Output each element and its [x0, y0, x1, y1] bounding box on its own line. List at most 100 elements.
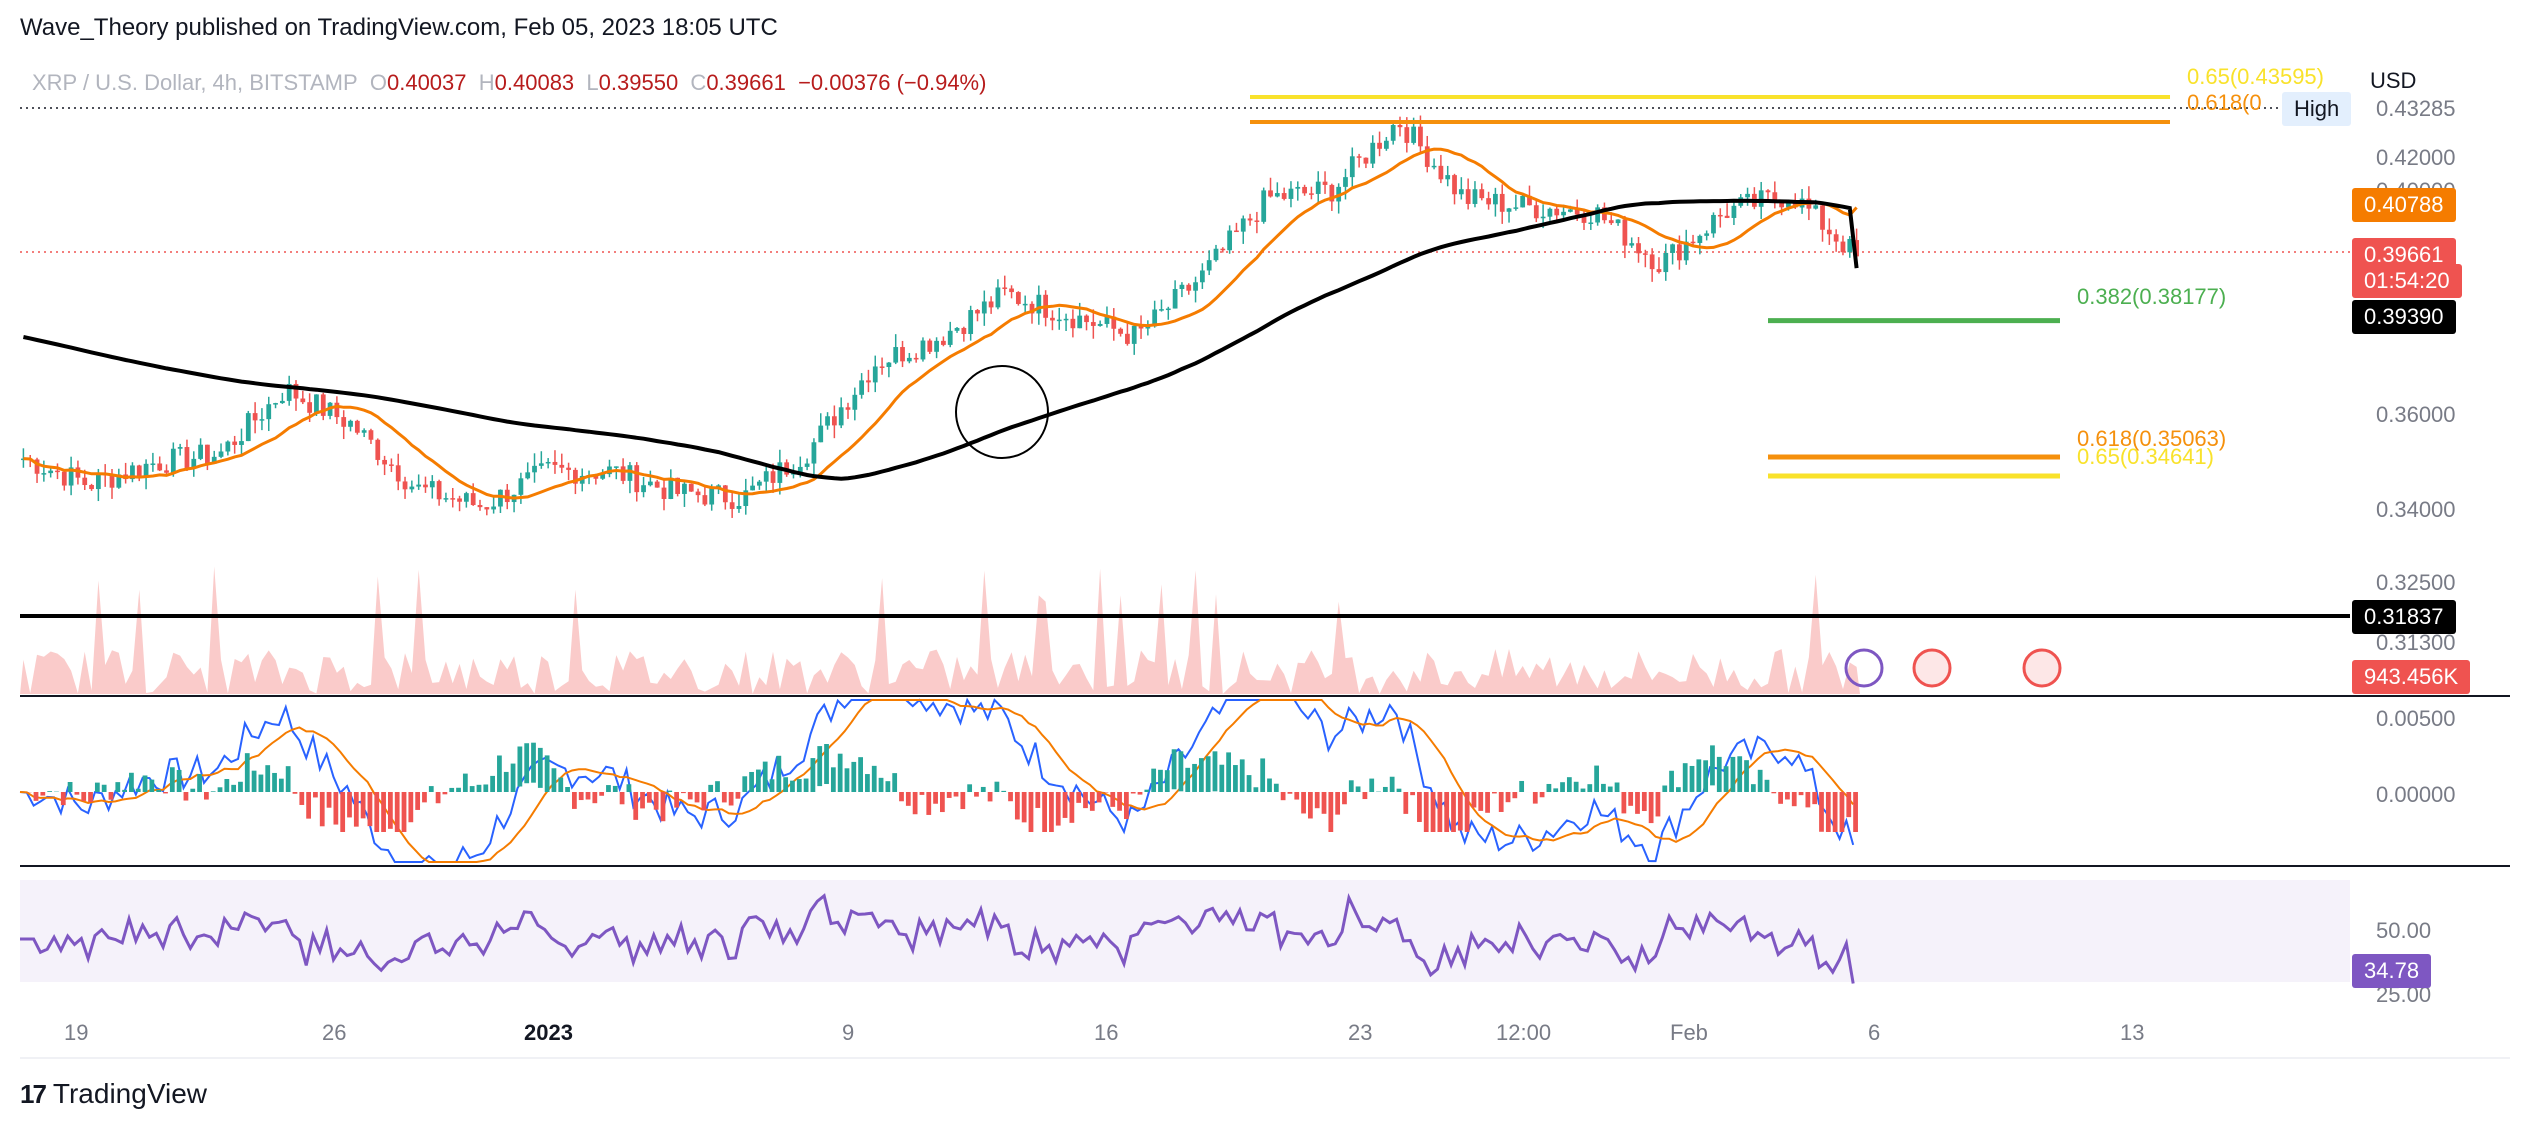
macd-histogram-bar — [81, 792, 87, 801]
macd-histogram-bar — [374, 792, 380, 832]
candle-body — [416, 484, 422, 487]
symbol-name[interactable]: XRP / U.S. Dollar, 4h, BITSTAMP — [32, 70, 358, 95]
candle-body — [1711, 214, 1716, 234]
macd-histogram-bar — [967, 784, 973, 792]
candle-body — [1383, 140, 1389, 149]
macd-histogram-bar — [646, 792, 652, 803]
candle-body — [920, 340, 926, 360]
candle-body — [109, 474, 115, 488]
macd-histogram-bar — [830, 767, 836, 792]
candle-body — [1642, 253, 1648, 255]
macd-histogram-bar — [578, 792, 584, 801]
candle-body — [709, 487, 715, 505]
candle-body — [259, 419, 265, 421]
crossover-circle — [955, 365, 1049, 459]
macd-histogram-bar — [674, 792, 679, 808]
candle-body — [1029, 303, 1035, 314]
macd-histogram-bar — [946, 792, 952, 798]
candle-body — [1131, 325, 1137, 344]
candle-body — [205, 444, 210, 464]
candle-body — [1677, 244, 1682, 261]
candle-body — [866, 380, 871, 383]
macd-histogram-bar — [435, 792, 441, 804]
macd-histogram-bar — [1267, 778, 1272, 792]
macd-histogram-bar — [933, 792, 938, 804]
tradingview-logo-icon[interactable]: 17 — [20, 1078, 47, 1109]
candle-body — [1527, 195, 1532, 206]
symbol-legend: XRP / U.S. Dollar, 4h, BITSTAMP O0.40037… — [32, 70, 986, 96]
candle-body — [1595, 207, 1601, 223]
macd-histogram-bar — [980, 786, 986, 792]
candle-body — [695, 491, 701, 496]
fib-upper-0618-label: 0.618(0 — [2187, 90, 2262, 115]
macd-histogram-bar — [1812, 792, 1818, 805]
candle-body — [1097, 323, 1103, 326]
macd-histogram-bar — [1703, 760, 1709, 792]
macd-histogram-bar — [1246, 775, 1252, 792]
macd-histogram-bar — [1294, 792, 1300, 800]
candle-body — [729, 502, 735, 509]
candle-body — [443, 498, 449, 500]
macd-histogram-bar — [1239, 759, 1245, 792]
time-tick: 13 — [2120, 1020, 2145, 1045]
candle-body — [1717, 214, 1723, 217]
candle-body — [245, 413, 251, 442]
candle-body — [1731, 205, 1737, 218]
macd-histogram-bar — [694, 792, 700, 803]
macd-histogram-bar — [1710, 745, 1715, 786]
candle-body — [1349, 156, 1355, 178]
candle-body — [1704, 233, 1710, 236]
candle-body — [641, 485, 646, 493]
macd-histogram-bar — [1621, 792, 1627, 814]
candle-body — [913, 357, 919, 360]
macd-histogram-bar — [1178, 751, 1184, 792]
candle-body — [1554, 208, 1560, 216]
fib-lower-0618-label: 0.618(0.35063) — [2077, 426, 2227, 451]
candle-body — [825, 416, 830, 426]
time-tick: 12:00 — [1496, 1020, 1552, 1045]
footer-brand[interactable]: TradingView — [52, 1078, 208, 1109]
volume-area — [20, 566, 1860, 694]
candle-body — [1179, 284, 1185, 289]
candle-body — [1022, 303, 1028, 306]
change-value: −0.00376 (−0.94%) — [798, 70, 987, 95]
macd-histogram-bar — [1512, 792, 1518, 799]
macd-histogram-bar — [244, 753, 250, 792]
macd-histogram-bar — [769, 779, 775, 792]
macd-histogram-bar — [1008, 792, 1013, 802]
candle-body — [1656, 269, 1662, 273]
macd-histogram-bar — [476, 784, 482, 792]
candle-body — [354, 420, 360, 433]
candle-body — [1111, 316, 1117, 329]
macd-histogram-bar — [1260, 758, 1266, 792]
macd-histogram-bar — [142, 775, 148, 792]
macd-histogram-bar — [1226, 752, 1231, 792]
candle-body — [1118, 328, 1123, 334]
macd-histogram-bar — [456, 787, 461, 792]
candle-body — [1363, 157, 1369, 164]
macd-histogram-bar — [824, 744, 829, 785]
candle-body — [1343, 177, 1348, 187]
candle-body — [736, 506, 742, 509]
candle-body — [927, 340, 933, 352]
macd-histogram-bar — [974, 792, 979, 797]
macd-histogram-bar — [1689, 765, 1695, 792]
us-flag-icon — [2022, 648, 2062, 688]
macd-histogram-bar — [592, 792, 598, 804]
macd-histogram-bar — [1519, 780, 1525, 792]
macd-histogram-bar — [1498, 792, 1504, 812]
candle-body — [1479, 189, 1485, 199]
candle-body — [1486, 198, 1491, 205]
candle-body — [1090, 322, 1096, 326]
candle-body — [1056, 319, 1062, 322]
candle-body — [1397, 125, 1403, 128]
candle-body — [525, 472, 531, 479]
macd-tick: 0.00000 — [2376, 782, 2456, 807]
candle-body — [375, 439, 381, 460]
candle-body — [981, 301, 987, 314]
macd-histogram-bar — [1062, 792, 1068, 818]
macd-histogram-bar — [558, 777, 564, 792]
macd-histogram-bar — [88, 792, 93, 803]
candle-body — [545, 461, 551, 464]
